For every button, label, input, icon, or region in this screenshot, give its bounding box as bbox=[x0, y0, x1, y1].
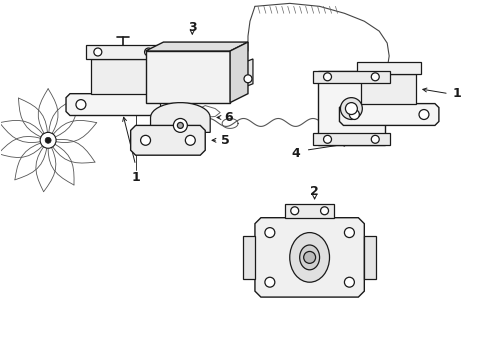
Polygon shape bbox=[146, 51, 230, 103]
Text: 3: 3 bbox=[188, 21, 196, 34]
Circle shape bbox=[185, 135, 196, 145]
Polygon shape bbox=[243, 235, 255, 279]
Circle shape bbox=[265, 228, 275, 238]
Text: 1: 1 bbox=[131, 171, 140, 184]
Circle shape bbox=[265, 277, 275, 287]
Circle shape bbox=[371, 135, 379, 143]
Text: 1: 1 bbox=[452, 87, 461, 100]
Ellipse shape bbox=[300, 245, 319, 270]
Ellipse shape bbox=[341, 98, 362, 120]
Circle shape bbox=[344, 277, 354, 287]
Circle shape bbox=[40, 132, 56, 148]
Circle shape bbox=[145, 48, 152, 56]
Polygon shape bbox=[230, 59, 253, 93]
Circle shape bbox=[419, 109, 429, 120]
Polygon shape bbox=[361, 74, 416, 104]
Polygon shape bbox=[313, 71, 390, 83]
Circle shape bbox=[371, 73, 379, 81]
Circle shape bbox=[323, 135, 332, 143]
Circle shape bbox=[345, 103, 357, 114]
Text: 2: 2 bbox=[310, 185, 319, 198]
Circle shape bbox=[76, 100, 86, 109]
Circle shape bbox=[344, 228, 354, 238]
Circle shape bbox=[349, 109, 359, 120]
Polygon shape bbox=[340, 104, 439, 125]
Polygon shape bbox=[91, 59, 155, 94]
Circle shape bbox=[323, 73, 332, 81]
Polygon shape bbox=[86, 45, 161, 59]
Circle shape bbox=[161, 100, 171, 109]
Polygon shape bbox=[357, 62, 421, 74]
Polygon shape bbox=[131, 125, 205, 155]
Polygon shape bbox=[365, 235, 376, 279]
Text: 4: 4 bbox=[292, 147, 300, 160]
Polygon shape bbox=[255, 218, 365, 297]
Circle shape bbox=[320, 207, 328, 215]
Circle shape bbox=[173, 118, 187, 132]
Circle shape bbox=[141, 135, 150, 145]
Polygon shape bbox=[150, 103, 210, 132]
Polygon shape bbox=[66, 94, 180, 116]
Polygon shape bbox=[318, 71, 385, 145]
Ellipse shape bbox=[290, 233, 329, 282]
Circle shape bbox=[177, 122, 183, 129]
Circle shape bbox=[291, 207, 299, 215]
Text: 5: 5 bbox=[220, 134, 229, 147]
Circle shape bbox=[45, 137, 51, 143]
Polygon shape bbox=[285, 204, 335, 218]
Circle shape bbox=[304, 251, 316, 264]
Circle shape bbox=[244, 75, 252, 83]
Polygon shape bbox=[313, 133, 390, 145]
Polygon shape bbox=[230, 42, 248, 103]
Circle shape bbox=[94, 48, 102, 56]
Polygon shape bbox=[146, 42, 248, 51]
Text: 6: 6 bbox=[224, 111, 232, 124]
